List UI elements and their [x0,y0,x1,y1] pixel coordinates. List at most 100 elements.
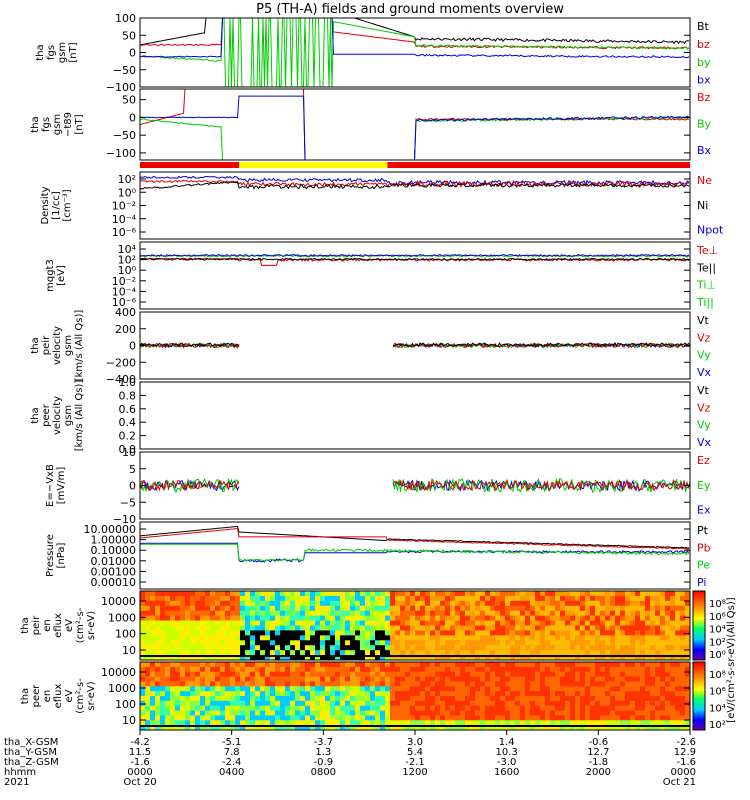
spectrogram-cell [420,676,426,683]
spectrogram-cell [290,671,296,678]
spectrogram-cell [265,710,271,717]
spectrogram-cell [350,635,356,641]
spectrogram-cell [315,640,321,646]
spectrogram-cell [490,655,496,660]
panel-frame [139,88,691,161]
spectrogram-cell [560,595,566,602]
spectrogram-cell [500,720,506,726]
spectrogram-cell [280,610,286,617]
spectrogram-cell [235,662,241,668]
spectrogram-cell [200,676,206,683]
spectrogram-cell [515,645,521,651]
legend-entry: bz [697,38,710,51]
spectrogram-cell [225,605,231,612]
spectrogram-cell [180,650,186,656]
spectrogram-cell [365,640,371,646]
colorbar-tick-label: 10⁴ [709,625,726,636]
spectrogram-cell [630,691,636,697]
spectrogram-cell [605,645,611,651]
spectrogram-cell [605,591,611,597]
spectrogram-cell [400,681,406,687]
spectrogram-cell [345,655,351,660]
y-tick-label: 10.00000 [84,523,137,536]
legend-entry: by [697,56,711,69]
spectrogram-cell [365,705,371,712]
spectrogram-cell [310,595,316,602]
spectrogram-cell [665,666,671,673]
spectrogram-cell [600,662,606,668]
spectrogram-cell [250,650,256,656]
panel-3-content [140,175,690,191]
spectrogram-cell [415,720,421,726]
spectrogram-cell [190,666,196,673]
spectrogram-cell [170,620,176,627]
spectrogram-cell [665,686,671,692]
spectrogram-cell [670,650,676,656]
spectrogram-cell [575,591,581,597]
spectrogram-cell [605,700,611,707]
spectrogram-cell [490,640,496,646]
spectrogram-cell [605,640,611,646]
spectrogram-cell [495,600,501,607]
spectrogram-cell [175,681,181,687]
spectrogram-cell [225,630,231,636]
spectrogram-cell [500,591,506,597]
legend-entry: Pb [697,541,711,554]
spectrogram-cell [535,681,541,687]
spectrogram-cell [395,700,401,707]
spectrogram-cell [505,666,511,673]
spectrogram-cell [580,625,586,632]
spectrogram-cell [625,595,631,602]
spectrogram-cell [500,625,506,632]
spectrogram-cell [330,655,336,660]
spectrogram-cell [245,620,251,627]
spectrogram-cell [230,625,236,632]
spectrogram-cell [215,615,221,622]
spectrogram-cell [660,645,666,651]
spectrogram-cell [610,696,616,702]
spectrogram-cell [445,666,451,673]
spectrogram-cell [635,671,641,678]
spectrogram-cell [480,676,486,683]
spectrogram-cell [495,666,501,673]
spectrogram-cell [560,650,566,656]
spectrogram-cell [450,605,456,612]
spectrogram-cell [445,600,451,607]
spectrogram-cell [320,696,326,702]
spectrogram-cell [480,655,486,660]
spectrogram-cell [430,615,436,622]
spectrogram-cell [490,710,496,717]
spectrogram-cell [530,640,536,646]
spectrogram-cell [560,600,566,607]
spectrogram-cell [230,691,236,697]
spectrogram-cell [460,640,466,646]
spectrogram-cell [410,625,416,632]
spectrogram-cell [270,705,276,712]
spectrogram-cell [655,591,661,597]
spectrogram-cell [215,705,221,712]
spectrogram-cell [385,720,391,726]
spectrogram-cell [550,625,556,632]
spectrogram-cell [550,700,556,707]
spectrogram-cell [630,700,636,707]
spectrogram-cell [555,655,561,660]
spectrogram-cell [380,650,386,656]
spectrogram-cell [450,686,456,692]
spectrogram-cell [360,662,366,668]
spectrogram-cell [265,725,271,730]
spectrogram-cell [405,591,411,597]
spectrogram-cell [235,645,241,651]
spectrogram-cell [590,720,596,726]
spectrogram-cell [510,700,516,707]
spectrogram-cell [270,671,276,678]
spectrogram-cell [525,696,531,702]
colorbar-2 [692,661,706,731]
spectrogram-cell [180,640,186,646]
spectrogram-cell [405,700,411,707]
spectrogram-cell [330,681,336,687]
spectrogram-cell [390,595,396,602]
spectrogram-cell [165,630,171,636]
spectrogram-cell [290,691,296,697]
spectrogram-cell [145,645,151,651]
spectrogram-cell [235,666,241,673]
